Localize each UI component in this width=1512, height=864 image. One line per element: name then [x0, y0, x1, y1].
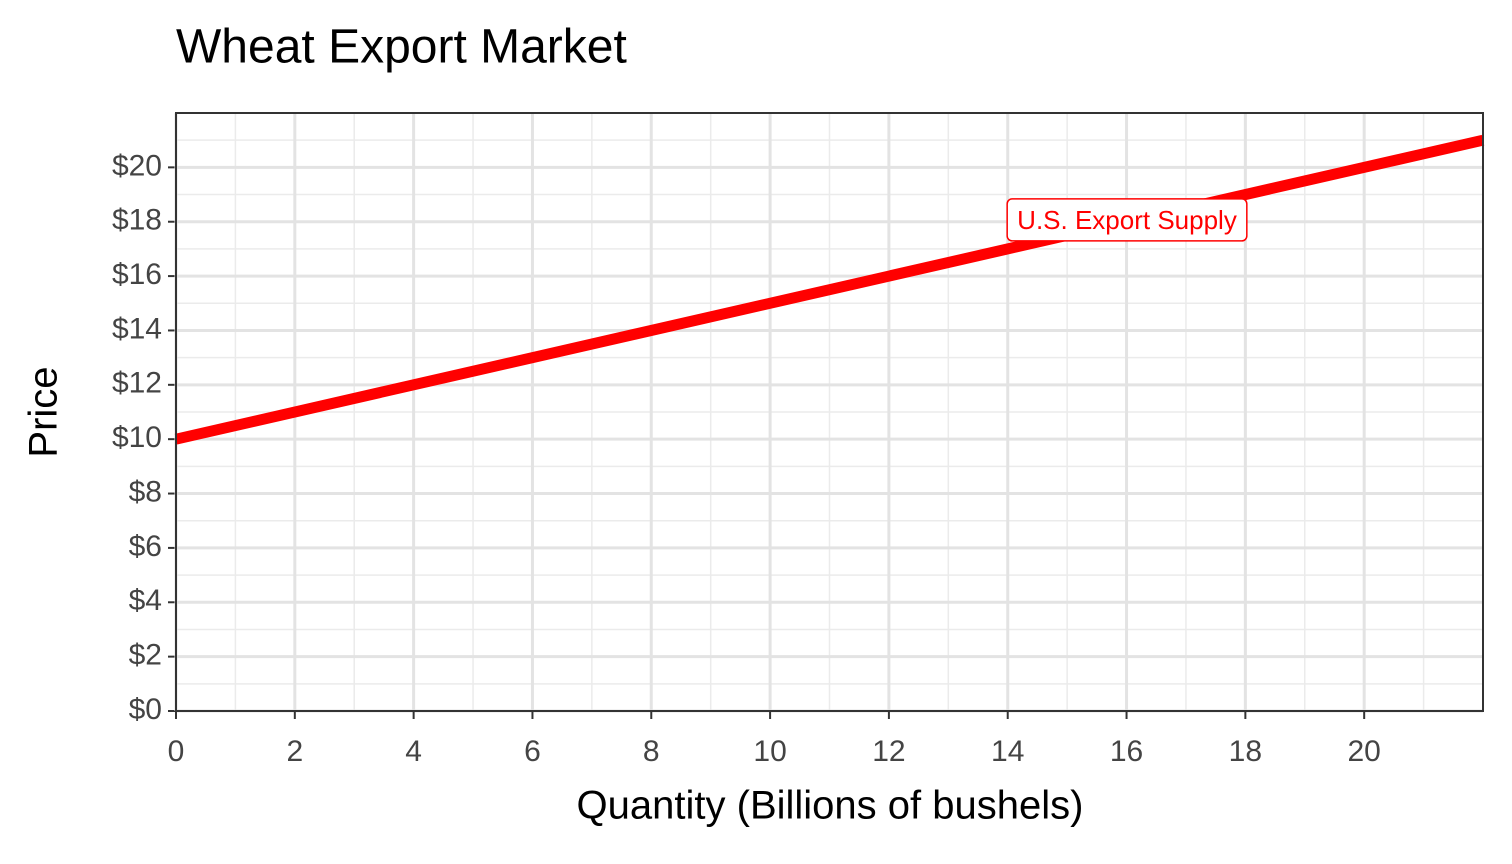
x-tick-label: 18	[1229, 735, 1262, 768]
x-tick-label: 0	[168, 735, 185, 768]
y-tick-label: $0	[129, 693, 162, 726]
x-tick-label: 12	[872, 735, 905, 768]
plot-border	[175, 112, 1484, 712]
x-tick-label: 14	[991, 735, 1024, 768]
x-tick-label: 10	[753, 735, 786, 768]
y-tick-label: $12	[112, 367, 162, 400]
y-tick-label: $16	[112, 258, 162, 291]
y-tick-label: $8	[129, 475, 162, 508]
y-tick-label: $14	[112, 312, 162, 345]
y-tick-label: $2	[129, 639, 162, 672]
y-tick-label: $4	[129, 584, 162, 617]
y-axis-title: Price	[22, 366, 66, 457]
annotation: U.S. Export Supply	[1006, 198, 1248, 242]
line	[174, 134, 1485, 445]
annotation-text: U.S. Export Supply	[1017, 205, 1237, 235]
x-tick-label: 6	[524, 735, 541, 768]
y-tick-label: $20	[112, 149, 162, 182]
x-tick-label: 2	[286, 735, 303, 768]
x-tick-label: 4	[405, 735, 422, 768]
x-tick-label: 16	[1110, 735, 1143, 768]
x-tick-label: 20	[1347, 735, 1380, 768]
x-tick-label: 8	[643, 735, 660, 768]
y-tick-label: $18	[112, 204, 162, 237]
chart-title: Wheat Export Market	[176, 21, 627, 74]
y-tick-label: $6	[129, 530, 162, 563]
y-tick-label: $10	[112, 421, 162, 454]
x-axis-title: Quantity (Billions of bushels)	[577, 784, 1084, 828]
annotation-box	[1006, 198, 1248, 242]
